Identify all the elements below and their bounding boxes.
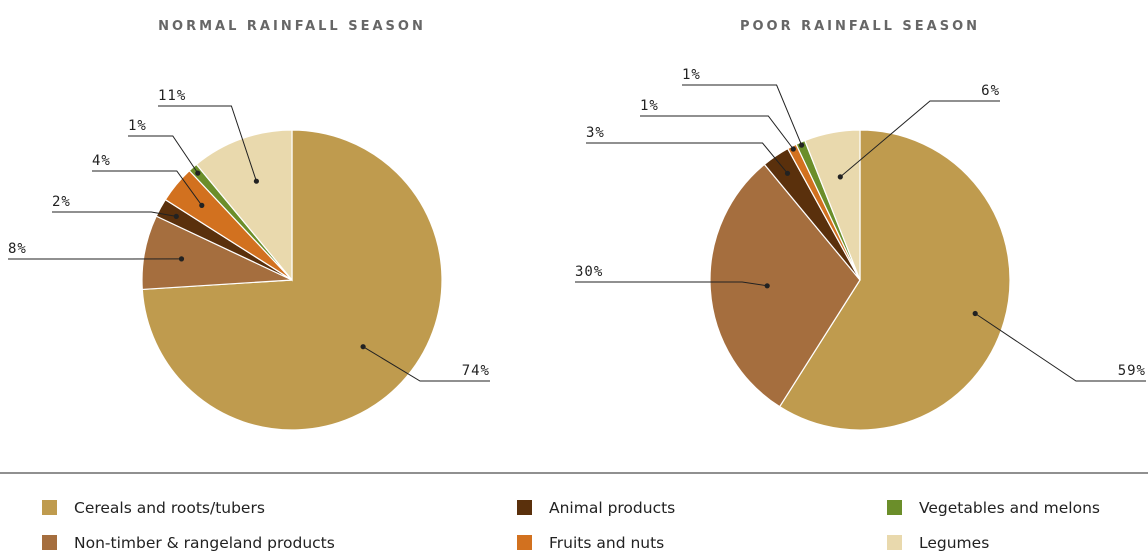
- callout-legumes: 6%: [837, 83, 1000, 180]
- legend-item-cereals-and-roots-tubers: Cereals and roots/tubers: [42, 499, 265, 517]
- callout-dot: [195, 170, 201, 176]
- callout-dot: [199, 202, 205, 208]
- callout-line: [682, 84, 803, 146]
- callout-dot: [173, 213, 179, 219]
- data-label-cereals-and-roots-tubers: 59%: [1118, 363, 1146, 379]
- data-label-animal-products: 3%: [586, 125, 605, 141]
- legend-label: Cereals and roots/tubers: [74, 499, 265, 517]
- callout-line: [52, 211, 177, 217]
- legend-swatch: [42, 500, 57, 515]
- callout-fruits-and-nuts: 4%: [92, 153, 205, 208]
- legend-swatch: [887, 500, 902, 515]
- callout-line: [839, 100, 1000, 178]
- legend-label: Fruits and nuts: [549, 534, 664, 552]
- data-label-non-timber-rangeland-products: 30%: [575, 264, 603, 280]
- callout-animal-products: 2%: [52, 194, 179, 219]
- callout-dot: [799, 142, 805, 148]
- legend-swatch: [42, 535, 57, 550]
- callout-vegetables-and-melons: 1%: [128, 118, 201, 176]
- callout-legumes: 11%: [158, 88, 259, 184]
- legend-swatch: [887, 535, 902, 550]
- pie-slice-cereals-and-roots-tubers: [778, 129, 1011, 431]
- data-label-cereals-and-roots-tubers: 74%: [462, 363, 490, 379]
- legend-label: Legumes: [919, 534, 989, 552]
- callout-line: [640, 115, 794, 150]
- legend-item-vegetables-and-melons: Vegetables and melons: [887, 499, 1100, 517]
- callout-line: [974, 313, 1146, 382]
- legend-item-fruits-and-nuts: Fruits and nuts: [517, 534, 664, 552]
- callout-dot: [837, 174, 843, 180]
- legend-label: Vegetables and melons: [919, 499, 1100, 517]
- legend-label: Animal products: [549, 499, 675, 517]
- callout-non-timber-rangeland-products: 8%: [8, 241, 185, 262]
- callout-line: [575, 281, 768, 287]
- callout-line: [362, 346, 490, 382]
- callout-dot: [178, 256, 185, 262]
- pie-slice-legumes: [804, 129, 861, 281]
- callout-dot: [790, 146, 796, 152]
- pie-slice-non-timber-rangeland-products: [709, 163, 861, 408]
- legend-swatch: [517, 535, 532, 550]
- callout-vegetables-and-melons: 1%: [682, 67, 805, 148]
- data-label-animal-products: 2%: [52, 194, 71, 210]
- data-label-legumes: 11%: [158, 88, 186, 104]
- callout-line: [92, 170, 203, 206]
- callout-dot: [972, 310, 978, 317]
- pie-poor-rainfall: 59% 30% 3% 1% 1% 6%: [575, 67, 1146, 431]
- callout-dot: [764, 283, 770, 289]
- callout-cereals-and-roots-tubers: 59%: [972, 310, 1146, 382]
- chart-title-normal: NORMAL RAINFALL SEASON: [158, 19, 426, 34]
- callout-line: [586, 142, 788, 174]
- pie-slice-legumes: [195, 129, 293, 282]
- callout-fruits-and-nuts: 1%: [640, 98, 796, 152]
- legend-swatch: [517, 500, 532, 515]
- legend-item-legumes: Legumes: [887, 534, 989, 552]
- legend-item-non-timber-rangeland-products: Non-timber & rangeland products: [42, 534, 335, 552]
- callout-line: [128, 135, 199, 174]
- legend-label: Non-timber & rangeland products: [74, 534, 335, 552]
- callout-dot: [253, 178, 259, 184]
- chart-title-poor: POOR RAINFALL SEASON: [740, 19, 980, 34]
- data-label-legumes: 6%: [981, 83, 1000, 99]
- pie-normal-rainfall: 74% 8% 2% 4% 1% 11%: [8, 88, 490, 431]
- callout-animal-products: 3%: [586, 125, 791, 176]
- legend: Cereals and roots/tubers Non-timber & ran…: [42, 499, 1100, 552]
- callout-cereals-and-roots-tubers: 74%: [360, 344, 490, 382]
- data-label-vegetables-and-melons: 1%: [682, 67, 701, 83]
- callout-non-timber-rangeland-products: 30%: [575, 264, 770, 289]
- callout-dot: [360, 344, 366, 350]
- data-label-non-timber-rangeland-products: 8%: [8, 241, 27, 257]
- data-label-fruits-and-nuts: 1%: [640, 98, 659, 114]
- callout-dot: [784, 170, 791, 176]
- legend-item-animal-products: Animal products: [517, 499, 675, 517]
- data-label-fruits-and-nuts: 4%: [92, 153, 111, 169]
- data-label-vegetables-and-melons: 1%: [128, 118, 147, 134]
- callout-line: [158, 105, 257, 182]
